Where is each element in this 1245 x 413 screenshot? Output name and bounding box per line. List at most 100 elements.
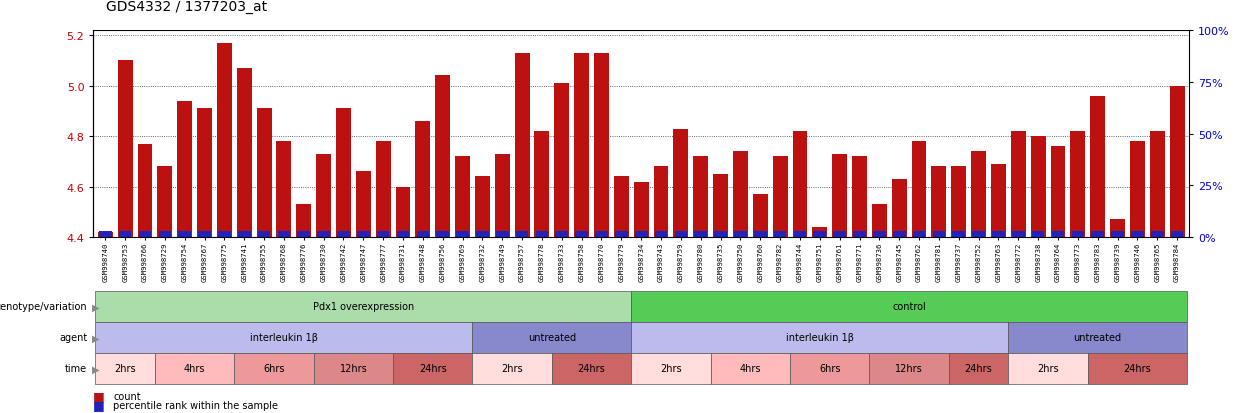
Bar (476, 231, 489, 237)
Bar (138, 231, 152, 237)
Bar (298, 231, 310, 237)
Bar (178, 231, 190, 237)
Bar (614, 177, 629, 237)
Bar (872, 205, 886, 237)
Bar (735, 231, 747, 237)
Bar (337, 231, 350, 237)
Bar (693, 157, 708, 237)
Bar (535, 231, 548, 237)
Bar (1169, 86, 1184, 237)
Bar (1091, 97, 1106, 237)
Text: interleukin 1β: interleukin 1β (786, 332, 854, 343)
Bar (436, 231, 449, 237)
Bar (316, 154, 331, 237)
Bar (911, 142, 926, 237)
Bar (715, 231, 727, 237)
Bar (217, 43, 232, 237)
Bar (753, 195, 768, 237)
Text: ▶: ▶ (92, 301, 100, 312)
Bar (218, 231, 230, 237)
Bar (951, 167, 966, 237)
Text: 2hrs: 2hrs (660, 363, 682, 374)
Bar (1031, 137, 1046, 237)
Bar (534, 132, 549, 237)
Bar (1112, 231, 1124, 237)
Bar (891, 180, 906, 237)
Bar (397, 231, 410, 237)
Bar (494, 154, 509, 237)
Bar (177, 102, 192, 237)
Bar (417, 231, 430, 237)
Bar (258, 231, 270, 237)
Text: 6hrs: 6hrs (263, 363, 285, 374)
Text: genotype/variation: genotype/variation (0, 301, 87, 312)
Text: 4hrs: 4hrs (740, 363, 761, 374)
Bar (913, 231, 925, 237)
Text: 24hrs: 24hrs (1123, 363, 1152, 374)
Bar (456, 157, 471, 237)
Bar (675, 231, 687, 237)
Bar (496, 231, 508, 237)
Bar (1130, 231, 1144, 237)
Bar (793, 231, 807, 237)
Bar (456, 231, 469, 237)
Bar (594, 54, 609, 237)
Bar (118, 61, 132, 237)
Bar (376, 142, 391, 237)
Bar (713, 175, 728, 237)
Text: 24hrs: 24hrs (418, 363, 447, 374)
Bar (1052, 231, 1064, 237)
Bar (992, 231, 1005, 237)
Bar (952, 231, 965, 237)
Bar (1111, 220, 1125, 237)
Text: ■: ■ (93, 398, 105, 411)
Bar (137, 144, 152, 237)
Bar (98, 233, 113, 237)
Bar (832, 154, 847, 237)
Bar (555, 231, 568, 237)
Text: Pdx1 overexpression: Pdx1 overexpression (312, 301, 413, 312)
Bar (833, 231, 847, 237)
Bar (1092, 231, 1104, 237)
Bar (118, 231, 132, 237)
Bar (1071, 132, 1086, 237)
Bar (615, 231, 627, 237)
Bar (773, 157, 788, 237)
Bar (933, 231, 945, 237)
Bar (595, 231, 608, 237)
Text: percentile rank within the sample: percentile rank within the sample (113, 400, 279, 410)
Bar (256, 109, 271, 237)
Bar (278, 231, 290, 237)
Text: untreated: untreated (528, 332, 576, 343)
Bar (396, 187, 411, 237)
Bar (853, 231, 865, 237)
Text: ▶: ▶ (92, 332, 100, 343)
Bar (98, 231, 112, 237)
Bar (1130, 142, 1145, 237)
Bar (377, 231, 390, 237)
Bar (336, 109, 351, 237)
Bar (157, 167, 172, 237)
Bar (754, 231, 767, 237)
Text: agent: agent (59, 332, 87, 343)
Bar (237, 69, 251, 237)
Bar (574, 54, 589, 237)
Bar (515, 231, 528, 237)
Text: 2hrs: 2hrs (115, 363, 136, 374)
Bar (296, 205, 311, 237)
Bar (575, 231, 588, 237)
Bar (852, 157, 867, 237)
Text: ■: ■ (93, 389, 105, 402)
Bar (317, 231, 330, 237)
Text: 12hrs: 12hrs (340, 363, 367, 374)
Bar (931, 167, 946, 237)
Bar (514, 54, 529, 237)
Bar (635, 231, 647, 237)
Text: 2hrs: 2hrs (1037, 363, 1058, 374)
Bar (1051, 147, 1066, 237)
Bar (436, 76, 451, 237)
Text: count: count (113, 391, 141, 401)
Text: GDS4332 / 1377203_at: GDS4332 / 1377203_at (106, 0, 266, 14)
Bar (793, 132, 808, 237)
Text: time: time (65, 363, 87, 374)
